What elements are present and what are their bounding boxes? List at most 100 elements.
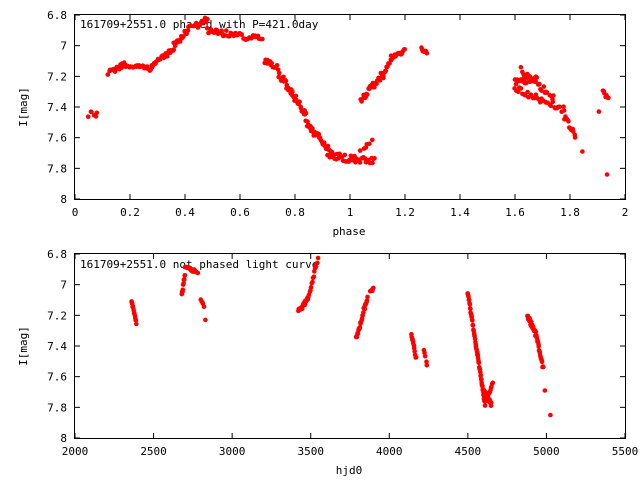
data-point xyxy=(201,304,207,310)
data-point xyxy=(316,131,322,137)
y-axis-label: I[mag] xyxy=(17,326,30,366)
x-tick-label: 5000 xyxy=(533,445,560,458)
y-tick-label: 7.6 xyxy=(47,132,67,145)
data-point xyxy=(536,344,541,349)
data-point xyxy=(542,388,548,393)
y-tick-label: 8 xyxy=(60,193,67,206)
x-tick-label: 1 xyxy=(347,206,354,219)
data-point xyxy=(424,51,430,56)
data-point xyxy=(413,355,419,360)
y-tick-label: 8 xyxy=(60,432,67,445)
y-tick-label: 7.2 xyxy=(47,309,67,322)
data-point xyxy=(516,89,521,95)
y-tick-label: 6.8 xyxy=(47,248,67,261)
x-tick-label: 0.8 xyxy=(285,206,305,219)
data-point xyxy=(310,279,315,285)
x-tick-label: 2 xyxy=(622,206,629,219)
data-point xyxy=(367,141,372,147)
data-point xyxy=(478,372,484,378)
data-point xyxy=(541,84,547,89)
data-point xyxy=(539,88,544,93)
y-tick-label: 6.8 xyxy=(47,9,67,22)
x-tick-label: 0.4 xyxy=(175,206,195,219)
y-ticks: 6.8 7 7.2 7.4 7.6 7.8 8 xyxy=(47,9,625,206)
data-point xyxy=(551,93,556,98)
x-tick-label: 0.6 xyxy=(230,206,250,219)
y-tick-label: 7.8 xyxy=(47,162,67,175)
data-point xyxy=(342,152,348,158)
data-point xyxy=(604,172,610,177)
data-point xyxy=(364,298,370,303)
data-point xyxy=(533,92,539,97)
x-tick-label: 4000 xyxy=(376,445,403,458)
x-tick-label: 1.8 xyxy=(560,206,580,219)
data-point xyxy=(489,400,494,405)
data-point xyxy=(490,380,496,386)
data-point xyxy=(541,364,546,370)
data-point xyxy=(606,95,611,101)
x-tick-label: 0 xyxy=(72,206,79,219)
data-point xyxy=(424,363,430,368)
data-point xyxy=(548,412,553,418)
data-point xyxy=(580,149,585,154)
data-point xyxy=(321,140,327,145)
data-point xyxy=(370,160,375,166)
y-tick-label: 7 xyxy=(60,40,67,53)
y-tick-label: 7.4 xyxy=(47,101,67,114)
y-ticks: 6.8 7 7.2 7.4 7.6 7.8 8 xyxy=(47,248,625,445)
x-tick-label: 2000 xyxy=(62,445,89,458)
data-point xyxy=(105,72,111,77)
data-point xyxy=(239,32,244,37)
data-point xyxy=(182,273,188,278)
y-tick-label: 7.6 xyxy=(47,371,67,384)
data-point xyxy=(205,16,210,22)
data-point xyxy=(311,274,317,280)
data-point xyxy=(518,64,524,70)
data-point xyxy=(165,54,170,59)
data-point xyxy=(260,36,265,42)
data-point xyxy=(372,156,377,161)
data-point xyxy=(94,110,100,116)
data-point xyxy=(466,297,472,302)
data-point xyxy=(383,68,389,74)
data-point xyxy=(402,47,408,52)
data-point xyxy=(181,281,186,286)
data-point xyxy=(303,110,309,116)
data-point xyxy=(85,114,91,119)
data-point xyxy=(283,78,289,84)
data-point xyxy=(274,63,280,68)
data-point xyxy=(566,119,571,124)
data-point xyxy=(533,79,538,84)
data-point xyxy=(422,353,428,359)
data-point xyxy=(482,403,488,408)
y-tick-label: 7.2 xyxy=(47,70,67,83)
data-point xyxy=(293,93,299,99)
x-tick-label: 4500 xyxy=(455,445,482,458)
data-point xyxy=(533,329,539,335)
data-point xyxy=(470,318,475,323)
y-tick-label: 7.4 xyxy=(47,340,67,353)
data-point xyxy=(224,28,229,33)
x-tick-label: 3500 xyxy=(297,445,324,458)
x-tick-label: 2500 xyxy=(140,445,167,458)
data-point xyxy=(365,92,370,97)
data-point xyxy=(467,302,473,307)
data-point xyxy=(325,143,331,149)
data-point xyxy=(195,270,201,276)
x-tick-label: 1.4 xyxy=(450,206,470,219)
data-point xyxy=(365,294,370,300)
data-point xyxy=(276,70,282,76)
data-point xyxy=(182,277,187,282)
x-ticks: 0 0.2 0.4 0.6 0.8 1 1.2 1.4 1.6 1.8 2 xyxy=(72,15,629,219)
phased-plot: 161709+2551.0 phased with P=421.0day pha… xyxy=(17,9,628,238)
x-axis-label: hjd0 xyxy=(336,464,363,477)
data-point xyxy=(357,160,363,165)
data-point xyxy=(362,306,368,312)
data-point xyxy=(468,306,473,312)
data-point xyxy=(269,60,275,66)
data-point xyxy=(518,86,524,91)
data-point xyxy=(525,89,530,95)
data-point xyxy=(308,284,314,290)
data-point xyxy=(315,260,320,266)
